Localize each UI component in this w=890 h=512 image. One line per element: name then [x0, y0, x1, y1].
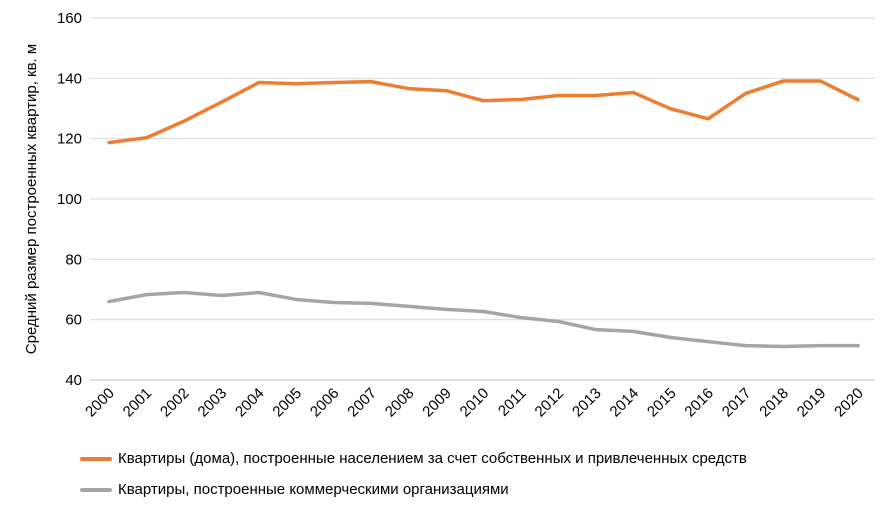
x-tick-label: 2016 — [681, 385, 717, 421]
legend-item-commercial: Квартиры, построенные коммерческими орга… — [80, 479, 747, 500]
x-tick-label: 2009 — [419, 385, 455, 421]
x-tick-label: 2007 — [344, 385, 380, 421]
x-tick-label: 2017 — [719, 385, 755, 421]
y-tick-label: 120 — [57, 131, 82, 148]
x-tick-label: 2000 — [82, 385, 118, 421]
x-tick-label: 2010 — [457, 385, 493, 421]
x-tick-label: 2004 — [232, 385, 268, 421]
legend-label-owners: Квартиры (дома), построенные населением … — [118, 450, 747, 467]
x-tick-label: 2012 — [532, 385, 568, 421]
gridlines — [90, 17, 875, 381]
x-tick-label: 2011 — [495, 385, 530, 420]
series-line-1 — [107, 290, 860, 349]
legend-swatch-orange — [80, 456, 112, 461]
x-tick-label: 2019 — [794, 385, 830, 421]
x-tick-label: 2005 — [269, 385, 305, 421]
y-axis-label: Средний размер построенных квартир, кв. … — [23, 44, 40, 354]
series-line-0 — [107, 79, 860, 145]
x-tick-label: 2015 — [644, 385, 680, 421]
x-tick-label: 2014 — [607, 385, 643, 421]
y-tick-labels: 40 60 80 100 120 140 160 — [57, 10, 82, 389]
x-tick-label: 2013 — [569, 385, 605, 421]
legend: Квартиры (дома), построенные населением … — [80, 448, 747, 510]
x-tick-label: 2003 — [195, 385, 231, 421]
x-tick-label: 2002 — [157, 385, 193, 421]
x-tick-label: 2018 — [756, 385, 792, 421]
legend-label-commercial: Квартиры, построенные коммерческими орга… — [118, 481, 509, 498]
y-tick-label: 40 — [65, 372, 82, 389]
y-tick-label: 80 — [65, 251, 82, 268]
x-tick-label: 2006 — [307, 385, 343, 421]
legend-item-owners: Квартиры (дома), построенные населением … — [80, 448, 747, 469]
x-tick-label: 2020 — [831, 385, 867, 421]
x-tick-labels: 2000 2001 2002 2003 2004 2005 2006 2007 2008 2009… — [82, 385, 867, 421]
series-lines — [107, 79, 860, 349]
x-tick-label: 2001 — [120, 385, 156, 421]
legend-swatch-gray — [80, 487, 112, 492]
y-tick-label: 100 — [57, 191, 82, 208]
y-tick-label: 60 — [65, 312, 82, 329]
x-tick-label: 2008 — [382, 385, 418, 421]
y-tick-label: 140 — [57, 70, 82, 87]
y-tick-label: 160 — [57, 10, 82, 27]
